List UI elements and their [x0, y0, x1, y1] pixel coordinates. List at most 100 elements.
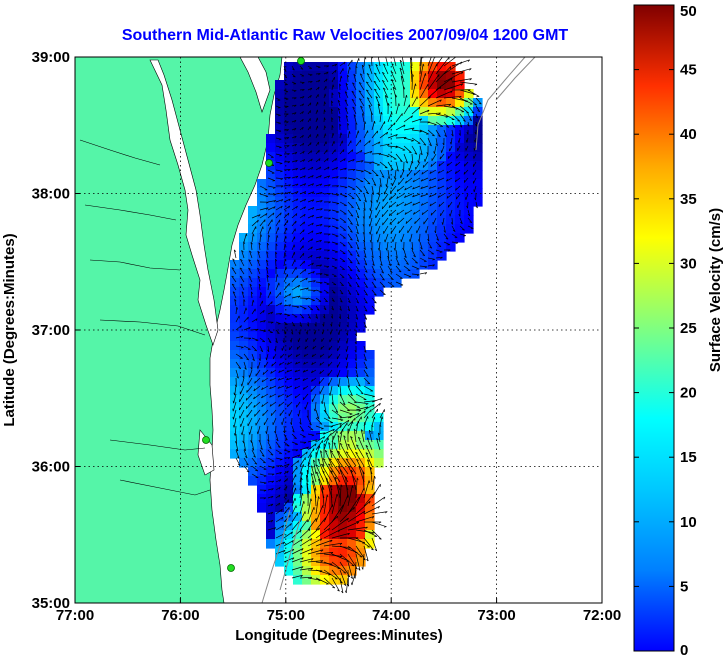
velocity-arrow: [264, 361, 269, 368]
velocity-cell: [437, 98, 447, 108]
velocity-arrow: [334, 477, 341, 499]
velocity-arrow: [307, 569, 323, 572]
velocity-cell: [266, 512, 276, 522]
velocity-arrowhead: [324, 133, 327, 137]
velocity-arrowhead: [429, 246, 432, 249]
velocity-arrow: [259, 292, 262, 299]
velocity-arrow: [360, 105, 365, 115]
velocity-arrow: [266, 425, 269, 434]
velocity-arrow: [291, 135, 297, 139]
velocity-cell: [266, 206, 276, 216]
velocity-arrow: [389, 209, 397, 216]
velocity-arrow: [369, 209, 373, 219]
velocity-arrow: [323, 553, 342, 557]
velocity-arrowhead: [399, 67, 402, 71]
velocity-cell: [356, 305, 366, 315]
velocity-arrowhead: [336, 493, 339, 497]
velocity-arrow: [371, 305, 377, 312]
velocity-arrow: [371, 397, 383, 403]
x-tick-label: 77:00: [56, 607, 94, 624]
velocity-arrow: [347, 140, 352, 147]
velocity-arrowhead: [356, 309, 359, 312]
velocity-arrowhead: [398, 270, 402, 273]
velocity-cell: [347, 161, 357, 171]
velocity-cell: [329, 278, 339, 288]
velocity-cell: [293, 62, 303, 72]
velocity-cell: [302, 377, 312, 387]
velocity-cell: [446, 134, 456, 144]
velocity-arrow: [315, 239, 322, 243]
velocity-arrow: [321, 393, 325, 404]
velocity-arrowhead: [440, 256, 443, 259]
velocity-arrow: [255, 417, 261, 426]
velocity-arrow: [299, 151, 305, 155]
velocity-cell: [311, 296, 321, 306]
velocity-arrowhead: [364, 200, 367, 203]
velocity-arrow: [366, 73, 373, 83]
velocity-arrow: [427, 129, 435, 137]
velocity-cell: [266, 485, 276, 495]
velocity-cell: [320, 341, 330, 351]
velocity-arrow: [257, 425, 261, 435]
velocity-arrow: [345, 115, 349, 123]
velocity-arrowhead: [239, 267, 243, 270]
velocity-arrow: [375, 209, 381, 219]
velocity-arrow: [371, 265, 376, 274]
velocity-arrow: [419, 233, 421, 242]
velocity-cell: [275, 332, 285, 342]
velocity-arrow: [427, 241, 433, 249]
velocity-arrow: [315, 527, 330, 539]
velocity-arrowhead: [356, 521, 360, 525]
velocity-arrowhead: [352, 159, 355, 162]
velocity-arrow: [455, 185, 461, 191]
velocity-arrow: [339, 289, 344, 295]
velocity-arrow: [323, 494, 328, 515]
velocity-cell: [347, 404, 357, 414]
velocity-arrowhead: [292, 557, 295, 560]
velocity-arrow: [375, 201, 381, 211]
velocity-arrow: [419, 57, 423, 75]
velocity-cell: [266, 476, 276, 486]
velocity-arrow: [275, 282, 280, 291]
velocity-arrowhead: [278, 370, 281, 373]
velocity-cell: [230, 377, 240, 387]
velocity-arrow: [459, 105, 470, 114]
velocity-arrow: [233, 249, 237, 259]
velocity-cell: [356, 188, 366, 198]
velocity-cell: [275, 539, 285, 549]
velocity-arrow: [466, 137, 469, 143]
velocity-arrow: [456, 153, 461, 159]
velocity-arrowhead: [277, 446, 281, 448]
velocity-arrow: [447, 201, 453, 208]
velocity-cell: [329, 188, 339, 198]
velocity-arrowhead: [309, 423, 312, 426]
velocity-arrow: [451, 78, 472, 83]
y-tick-label: 38:00: [32, 186, 70, 203]
velocity-cell: [284, 440, 294, 450]
velocity-cell: [338, 134, 348, 144]
velocity-arrowhead: [331, 125, 334, 128]
velocity-arrow: [339, 158, 346, 163]
velocity-cell: [365, 476, 375, 486]
velocity-arrowhead: [347, 74, 350, 78]
velocity-arrowhead: [330, 484, 333, 488]
velocity-cell: [311, 224, 321, 234]
velocity-cell: [230, 359, 240, 369]
velocity-cell: [455, 215, 465, 225]
velocity-arrow: [395, 265, 402, 273]
velocity-arrow: [331, 425, 342, 435]
velocity-arrow: [347, 201, 354, 208]
velocity-arrow: [361, 65, 365, 75]
velocity-cell: [338, 152, 348, 162]
velocity-arrowhead: [414, 152, 418, 155]
velocity-arrow: [387, 273, 394, 280]
velocity-arrowhead: [288, 304, 292, 307]
velocity-cell: [266, 323, 276, 333]
velocity-arrow: [412, 185, 421, 190]
velocity-cell: [311, 539, 321, 549]
velocity-arrowhead: [319, 354, 322, 358]
velocity-arrow: [363, 529, 378, 537]
velocity-arrow: [438, 169, 445, 174]
velocity-cell: [410, 125, 420, 135]
velocity-arrow: [443, 95, 462, 99]
